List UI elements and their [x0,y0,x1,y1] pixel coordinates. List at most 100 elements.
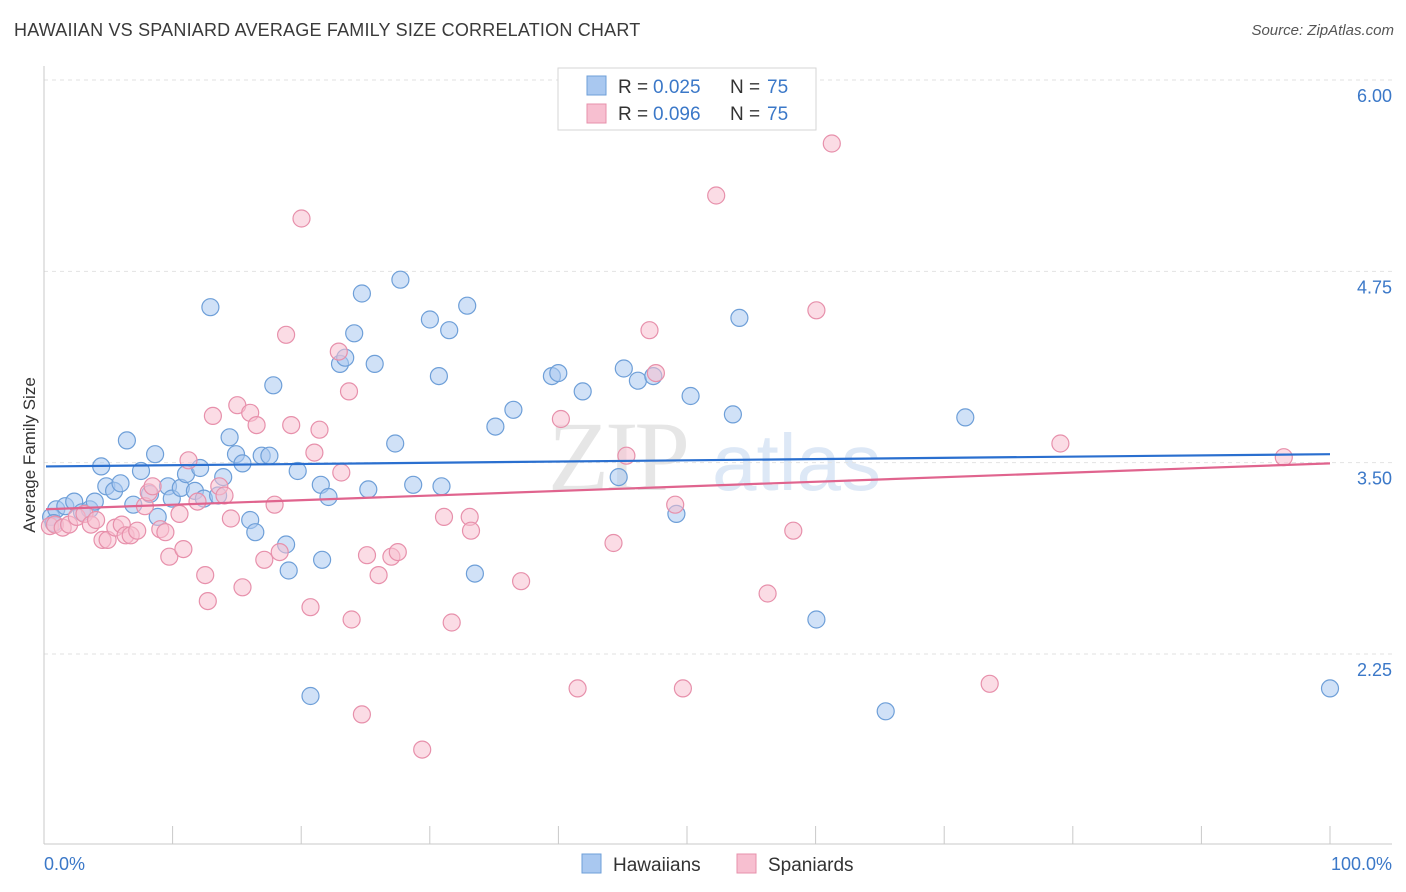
point-spaniards [352,705,371,724]
point-hawaiians [420,310,439,329]
point-spaniards [196,565,215,585]
y-axis-label: Average Family Size [20,377,39,533]
point-hawaiians [279,561,298,580]
trend-line-hawaiians [45,453,1331,468]
point-hawaiians [313,550,332,569]
legend-top: R = 0.025 N = 75 R = 0.096 N = 75 [557,67,817,131]
point-hawaiians [609,468,628,487]
point-spaniards [332,463,351,482]
data-points [40,134,1340,759]
point-hawaiians [264,376,283,395]
point-spaniards [255,550,274,569]
point-spaniards [604,533,623,553]
bottom-legend-swatch-spaniards [736,853,757,874]
point-spaniards [203,406,222,425]
legend-n-value-spaniards: 75 [767,104,788,125]
point-hawaiians [730,308,749,327]
bottom-legend-label-spaniards: Spaniards [768,855,854,876]
legend-bottom: Hawaiians Spaniards [581,853,854,876]
y-tick-label: 2.25 [1357,660,1392,680]
legend-swatch-spaniards [586,103,607,124]
point-spaniards [233,578,252,597]
trend-line-spaniards [45,462,1331,511]
point-spaniards [758,584,777,603]
x-tick-label-max: 100.0% [1331,854,1392,874]
point-spaniards [282,416,301,435]
point-hawaiians [386,434,405,453]
point-spaniards [292,209,311,228]
point-hawaiians [146,445,165,464]
point-spaniards [188,492,207,511]
point-hawaiians [486,417,505,436]
point-hawaiians [288,461,307,481]
point-hawaiians [723,405,743,424]
point-spaniards [128,521,147,540]
point-hawaiians [201,298,220,317]
point-spaniards [568,679,587,698]
bottom-legend-swatch-hawaiians [581,853,602,874]
trend-lines [45,453,1331,511]
x-tick-label-min: 0.0% [44,854,85,874]
point-hawaiians [246,523,265,542]
point-hawaiians [876,702,895,721]
point-spaniards [179,451,198,470]
point-spaniards [640,321,659,340]
point-spaniards [357,546,377,565]
point-spaniards [270,542,289,562]
legend-r-value-hawaiians: 0.025 [653,77,701,98]
point-spaniards [221,509,240,528]
point-spaniards [156,523,175,542]
point-spaniards [174,539,193,559]
point-hawaiians [807,610,826,629]
point-spaniards [461,521,481,540]
point-hawaiians [117,431,137,450]
point-spaniards [673,679,693,698]
point-hawaiians [319,487,338,507]
point-hawaiians [365,354,384,373]
point-spaniards [310,420,329,439]
y-tick-label: 4.75 [1357,277,1392,297]
point-spaniards [301,598,320,617]
point-spaniards [807,301,826,320]
point-hawaiians [573,382,592,401]
point-spaniards [160,547,179,566]
gridlines [44,79,1392,655]
point-spaniards [511,572,531,591]
y-tick-label: 3.50 [1357,469,1392,489]
point-hawaiians [111,474,130,493]
point-hawaiians [1320,679,1340,698]
point-hawaiians [345,324,364,343]
point-spaniards [339,382,359,401]
y-tick-labels: 6.00 4.75 3.50 2.25 [1357,86,1392,680]
point-hawaiians [391,270,410,289]
legend-r-value-spaniards: 0.096 [653,104,701,125]
point-spaniards [646,364,666,383]
point-spaniards [247,416,266,435]
point-spaniards [442,613,461,632]
point-hawaiians [956,408,975,427]
legend-n-value-hawaiians: 75 [767,77,788,98]
point-spaniards [143,477,162,496]
legend-r-label-hawaiians: R = [618,77,648,98]
point-hawaiians [352,284,371,303]
point-spaniards [277,325,296,344]
point-hawaiians [628,371,648,390]
point-spaniards [342,610,361,629]
legend-n-label-hawaiians: N = [730,77,760,98]
point-hawaiians [681,386,700,406]
point-hawaiians [458,296,477,315]
point-hawaiians [359,480,378,499]
point-hawaiians [504,400,523,419]
point-spaniards [666,495,685,514]
chart-title: HAWAIIAN VS SPANIARD AVERAGE FAMILY SIZE… [14,20,641,40]
point-spaniards [1274,448,1293,467]
point-spaniards [265,495,284,514]
point-spaniards [1051,434,1070,453]
point-hawaiians [440,321,459,340]
x-ticks [43,826,1331,844]
legend-swatch-hawaiians [586,75,607,96]
point-hawaiians [429,367,448,386]
point-spaniards [369,565,388,585]
point-spaniards [198,591,217,611]
